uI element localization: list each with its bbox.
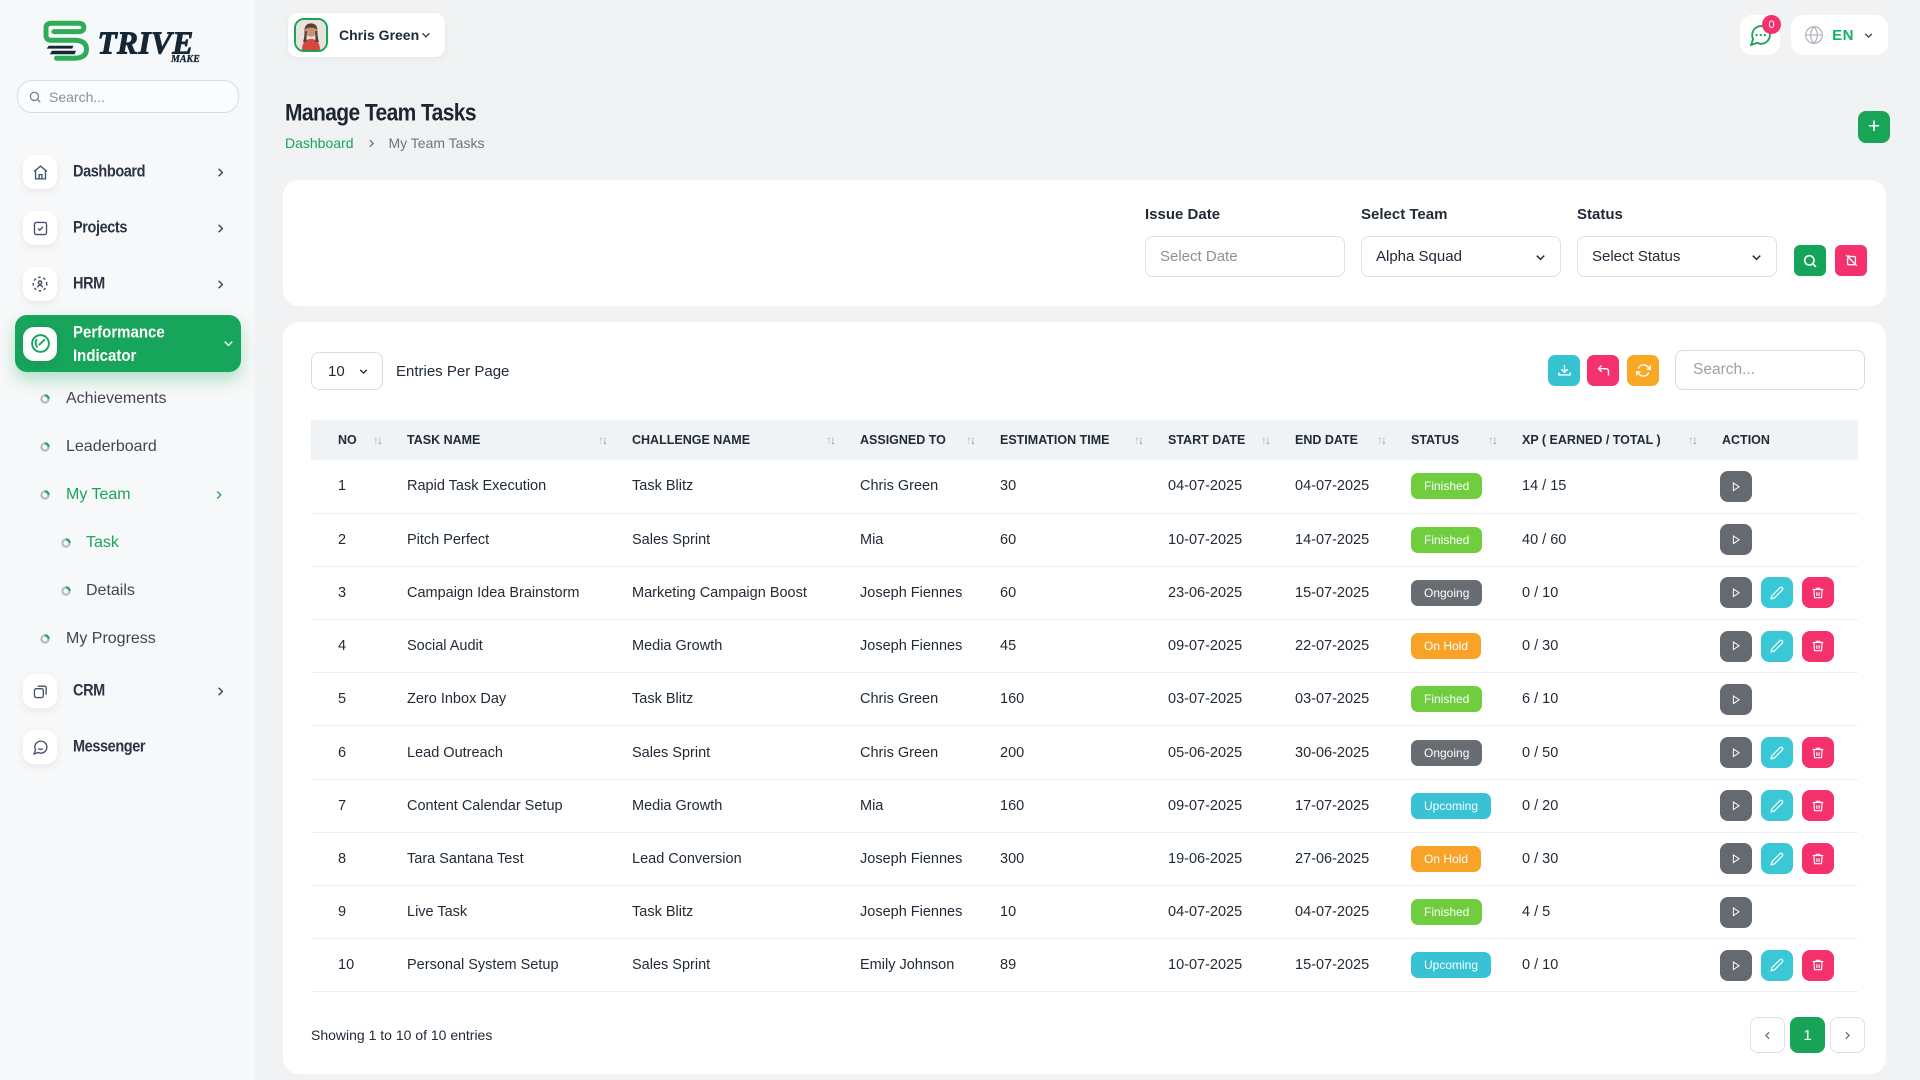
svg-text:MAKE: MAKE [170,54,200,65]
svg-text:TRIVE: TRIVE [98,26,194,61]
